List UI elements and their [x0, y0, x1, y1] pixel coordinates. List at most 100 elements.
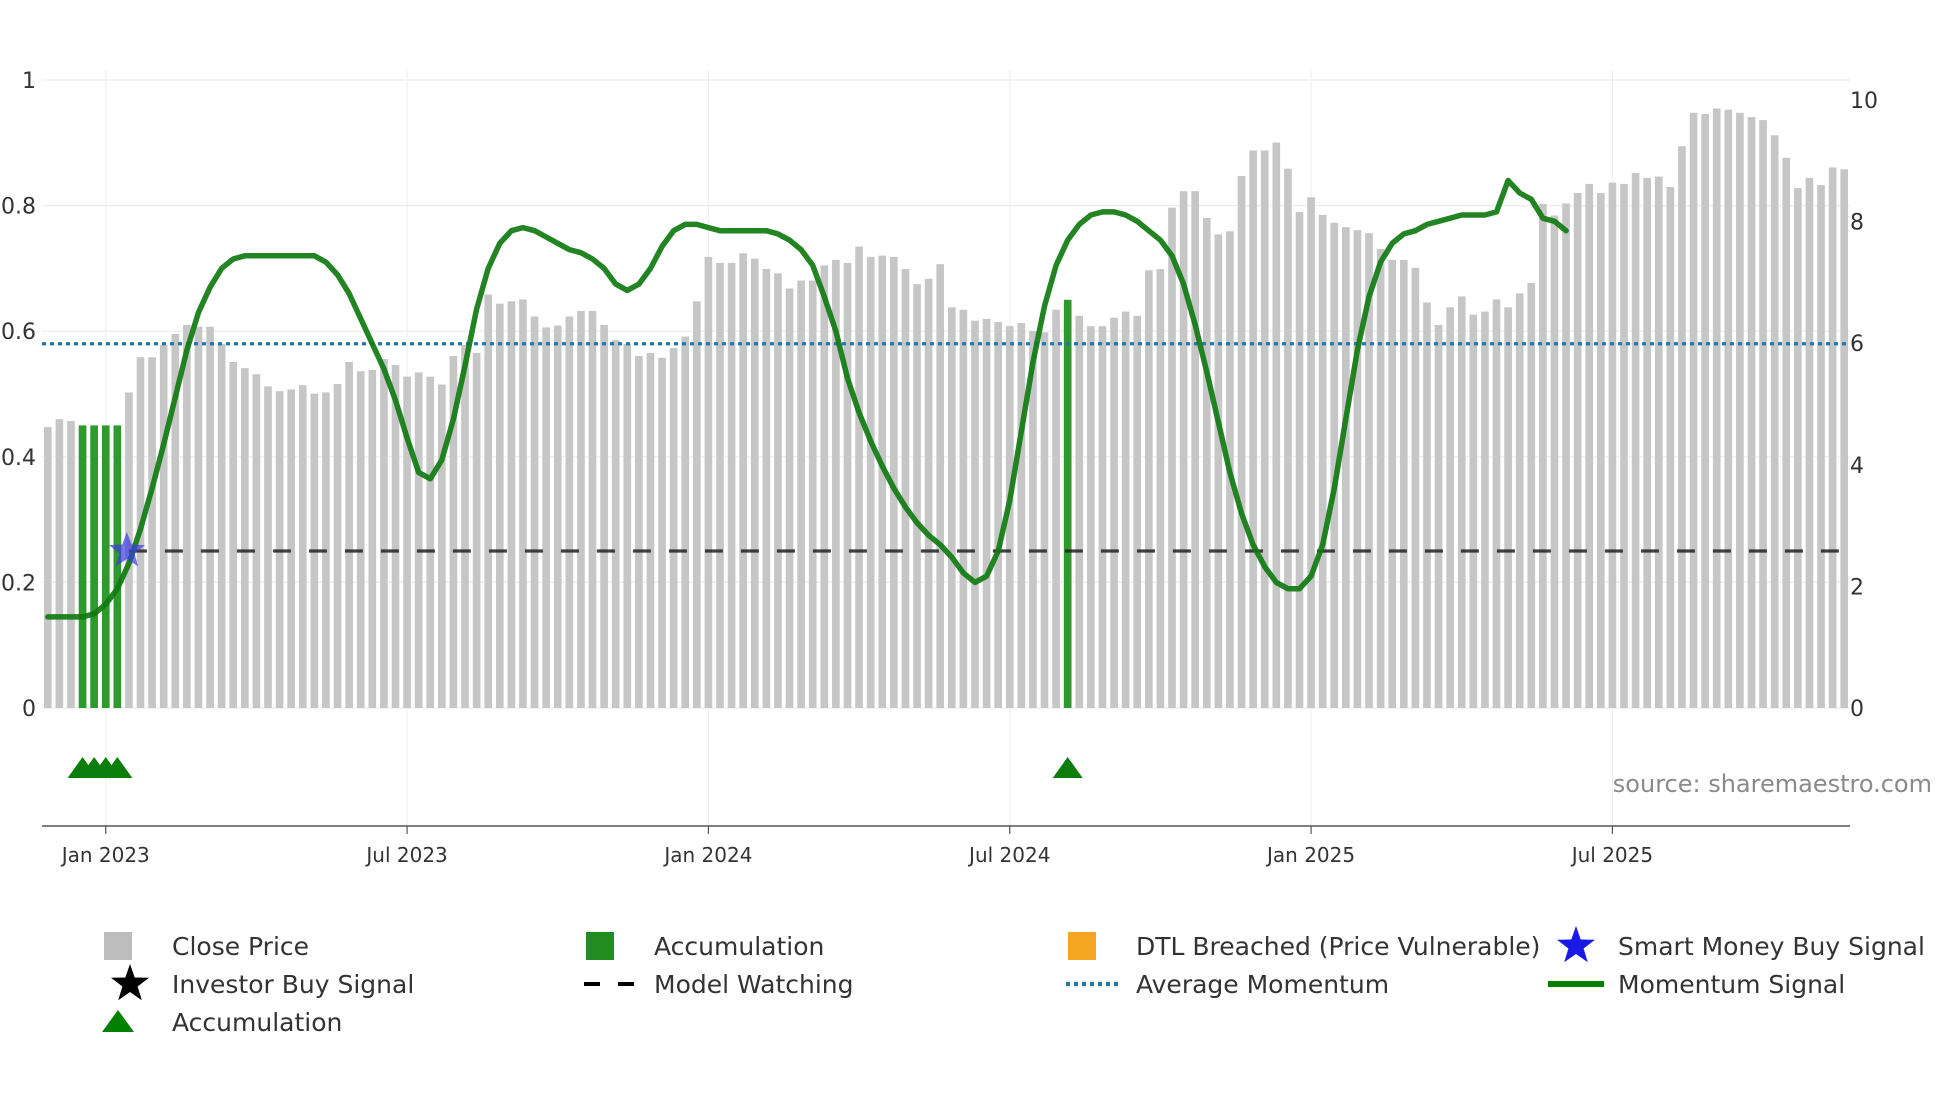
close-price-bar: [252, 374, 261, 708]
close-price-bar: [183, 324, 191, 708]
close-price-bar: [1817, 185, 1825, 708]
right-tick-label: 2: [1850, 575, 1864, 600]
legend-triangle: [102, 1010, 134, 1032]
close-price-bar: [1515, 293, 1524, 708]
legend-swatch: [104, 932, 132, 960]
legend-item: Average Momentum: [1066, 970, 1389, 999]
legend-item: DTL Breached (Price Vulnerable): [1068, 932, 1540, 961]
close-price-bar: [1376, 248, 1385, 708]
close-price-bar: [1133, 315, 1142, 708]
close-price-bar: [1666, 186, 1675, 709]
close-price-bars: [43, 108, 1849, 709]
close-price-bar: [1678, 146, 1686, 708]
indicator-lines: [42, 177, 1850, 620]
close-price-bar: [762, 269, 771, 708]
close-price-bar: [1260, 150, 1269, 709]
close-price-bar: [913, 284, 921, 708]
close-price-bar: [1736, 112, 1744, 708]
close-price-bar: [947, 307, 956, 708]
legend-item: Accumulation: [586, 932, 824, 961]
close-price-bar: [1481, 311, 1489, 708]
close-price-bar: [484, 294, 493, 708]
legend-item: Accumulation: [102, 1008, 342, 1037]
close-price-bar: [982, 318, 991, 708]
close-price-bar: [1005, 326, 1014, 708]
close-price-bar: [866, 256, 875, 708]
accumulation-bar: [1063, 299, 1072, 708]
close-price-bar: [1098, 326, 1107, 708]
right-tick-label: 8: [1850, 211, 1864, 236]
accumulation-bar: [101, 425, 110, 708]
close-price-bar: [843, 262, 852, 708]
close-price-bar: [750, 258, 759, 708]
close-price-bar: [1318, 214, 1327, 709]
x-tick-label: Jul 2025: [1570, 843, 1653, 867]
x-tick-label: Jan 2024: [662, 843, 752, 867]
close-price-bar: [1029, 331, 1037, 708]
close-price-bar: [1330, 222, 1339, 709]
close-price-bar: [1654, 176, 1663, 708]
close-price-bar: [588, 310, 597, 708]
left-tick-label: 0.6: [1, 320, 36, 345]
accumulation-bar: [90, 425, 98, 708]
close-price-bar: [1828, 167, 1837, 708]
close-price-bar: [1272, 142, 1281, 708]
close-price-bar: [1608, 182, 1617, 709]
close-price-bar: [345, 362, 353, 708]
right-tick-label: 6: [1850, 332, 1864, 357]
close-price-bar: [1399, 259, 1408, 708]
close-price-bar: [1284, 168, 1292, 709]
accumulation-bar: [78, 425, 87, 708]
close-price-bar: [1087, 326, 1095, 708]
close-price-bar: [356, 371, 365, 708]
close-price-bar: [171, 334, 180, 708]
close-price-bar: [194, 326, 203, 708]
close-price-bar: [159, 345, 168, 708]
close-price-bar: [646, 352, 655, 708]
smart-money-buy-star: [108, 532, 145, 567]
close-price-bar: [391, 365, 400, 708]
close-price-bar: [832, 259, 840, 708]
close-price-bar: [1794, 188, 1802, 708]
legend-label: Momentum Signal: [1618, 970, 1845, 999]
close-price-bar: [855, 246, 863, 708]
legend-label: Model Watching: [654, 970, 854, 999]
close-price-bar: [1643, 177, 1652, 709]
accumulation-bar: [113, 425, 122, 708]
legend-label: Accumulation: [172, 1008, 342, 1037]
close-price-bar: [820, 265, 829, 708]
close-price-bar: [1179, 191, 1188, 708]
close-price-bar: [1144, 270, 1153, 708]
close-price-bar: [1446, 307, 1454, 708]
x-tick-label: Jul 2024: [967, 843, 1050, 867]
close-price-bar: [936, 264, 945, 708]
left-tick-label: 0.8: [1, 195, 36, 220]
close-price-bar: [542, 327, 550, 708]
close-price-bar: [1492, 299, 1501, 708]
close-price-bar: [1782, 157, 1791, 708]
close-price-bar: [704, 256, 713, 708]
close-price-bar: [1202, 217, 1211, 708]
legend-item: Investor Buy Signal: [111, 964, 414, 1001]
close-price-bar: [1156, 269, 1165, 708]
accumulation-bars: [78, 299, 1072, 708]
close-price-bar: [380, 359, 388, 708]
close-price-bar: [716, 262, 724, 708]
close-price-bar: [924, 278, 933, 708]
close-price-bar: [368, 369, 377, 708]
x-tick-label: Jul 2023: [364, 843, 447, 867]
legend-item: Momentum Signal: [1548, 970, 1845, 999]
close-price-bar: [229, 362, 238, 708]
close-price-bar: [1295, 211, 1304, 708]
close-price-bar: [1631, 172, 1640, 708]
close-price-bar: [461, 345, 469, 708]
left-tick-label: 0.4: [1, 446, 36, 471]
close-price-bar: [1504, 307, 1512, 708]
close-price-bar: [681, 336, 690, 708]
left-tick-label: 0.2: [1, 571, 36, 596]
close-price-bar: [414, 372, 423, 708]
close-price-bar: [438, 384, 446, 708]
close-price-bar: [1214, 234, 1223, 709]
close-price-bar: [600, 324, 608, 708]
